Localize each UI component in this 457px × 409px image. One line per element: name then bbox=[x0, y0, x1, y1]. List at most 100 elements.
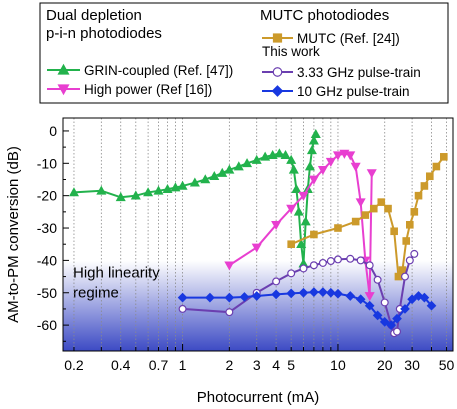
legend-heading-dual-line2: p-i-n photodiodes bbox=[46, 25, 162, 42]
data-point bbox=[189, 177, 200, 187]
data-point bbox=[318, 287, 328, 297]
data-point bbox=[406, 220, 414, 229]
data-point bbox=[419, 292, 430, 303]
data-point bbox=[239, 292, 250, 302]
data-point bbox=[162, 183, 173, 193]
legend-label: GRIN-coupled (Ref. [47]) bbox=[84, 63, 233, 78]
data-point bbox=[299, 264, 308, 273]
data-point bbox=[288, 164, 299, 174]
data-point bbox=[310, 230, 318, 239]
data-point bbox=[242, 158, 253, 168]
data-point bbox=[272, 33, 283, 43]
series-4 bbox=[177, 287, 437, 330]
legend-entry-4: 10 GHz pulse-train bbox=[262, 84, 410, 99]
data-point bbox=[326, 257, 335, 266]
data-point bbox=[369, 204, 378, 213]
y-tick-label: -60 bbox=[37, 317, 57, 333]
data-point bbox=[287, 269, 296, 278]
y-axis-label: AM-to-PM conversion (dB) bbox=[5, 146, 22, 323]
data-point bbox=[325, 157, 336, 167]
data-point bbox=[326, 287, 336, 298]
x-tick-label: 10 bbox=[330, 357, 346, 373]
series-1 bbox=[224, 149, 377, 302]
data-point bbox=[308, 135, 319, 145]
data-point bbox=[410, 208, 419, 216]
legend-entries: GRIN-coupled (Ref. [47]) High power (Ref … bbox=[47, 31, 421, 99]
data-point bbox=[170, 182, 181, 192]
legend-label: 3.33 GHz pulse-train bbox=[297, 65, 421, 80]
high-linearity-region bbox=[63, 260, 453, 351]
y-tick-label: -30 bbox=[37, 220, 57, 236]
legend-box bbox=[39, 2, 449, 104]
data-point bbox=[224, 292, 235, 303]
data-point bbox=[380, 298, 389, 307]
data-point bbox=[440, 153, 448, 161]
data-point bbox=[414, 191, 423, 200]
data-point bbox=[177, 180, 188, 190]
plot-frame bbox=[62, 117, 454, 352]
x-tick-label: 2 bbox=[225, 357, 233, 373]
data-point bbox=[432, 162, 441, 171]
data-point bbox=[280, 149, 291, 160]
data-point bbox=[426, 300, 437, 311]
y-axis: 0 -10 -20 -30 -40 -50 -60 bbox=[37, 123, 69, 342]
data-point bbox=[398, 266, 407, 274]
data-point bbox=[225, 308, 234, 317]
data-point bbox=[271, 220, 282, 231]
x-tick-label: 50 bbox=[439, 357, 455, 373]
data-point bbox=[345, 151, 356, 161]
data-point bbox=[386, 320, 397, 330]
data-point bbox=[177, 292, 188, 303]
data-point bbox=[351, 217, 360, 226]
data-point bbox=[217, 167, 228, 177]
data-point bbox=[293, 206, 304, 216]
data-point bbox=[296, 238, 307, 249]
data-point bbox=[355, 198, 366, 208]
data-point bbox=[346, 254, 355, 263]
legend-entry-0: GRIN-coupled (Ref. [47]) bbox=[47, 63, 233, 78]
data-point bbox=[394, 272, 403, 281]
y-tick-label: 0 bbox=[49, 123, 57, 139]
data-point bbox=[298, 287, 309, 298]
data-point bbox=[310, 128, 321, 138]
data-point bbox=[178, 304, 187, 313]
x-tick-label: 5 bbox=[287, 357, 295, 373]
x-tick-label: 0.7 bbox=[149, 357, 169, 373]
data-point bbox=[68, 187, 79, 197]
data-point bbox=[332, 151, 343, 161]
x-axis: 0.2 0.4 0.7 1 2 3 4 5 10 20 30 50 bbox=[64, 344, 455, 373]
data-point bbox=[200, 174, 211, 184]
data-point bbox=[393, 327, 402, 336]
data-point bbox=[379, 317, 390, 327]
data-point bbox=[372, 310, 383, 321]
data-point bbox=[233, 161, 244, 171]
data-point bbox=[364, 292, 375, 302]
data-point bbox=[384, 204, 392, 213]
legend-entry-2: MUTC (Ref. [24]) bbox=[262, 31, 400, 46]
data-point bbox=[420, 182, 429, 190]
data-point bbox=[345, 291, 356, 301]
x-tick-label: 0.4 bbox=[111, 357, 131, 373]
data-point bbox=[306, 145, 317, 155]
data-point bbox=[309, 287, 319, 297]
legend-entry-3: 3.33 GHz pulse-train bbox=[262, 65, 421, 80]
data-point bbox=[260, 151, 271, 161]
legend-label: High power (Ref [16]) bbox=[84, 82, 212, 97]
data-point bbox=[334, 224, 342, 232]
region-label-line2: regime bbox=[73, 284, 119, 301]
data-point bbox=[364, 300, 375, 311]
data-point bbox=[287, 240, 295, 249]
data-point bbox=[402, 237, 411, 245]
data-point bbox=[361, 211, 370, 219]
data-point bbox=[405, 256, 414, 265]
legend-heading-mutc: MUTC photodiodes bbox=[260, 7, 389, 24]
y-tick-label: -50 bbox=[37, 285, 57, 301]
x-tick-label: 1 bbox=[179, 357, 187, 373]
data-point bbox=[300, 216, 311, 226]
data-point bbox=[205, 292, 215, 303]
data-point bbox=[153, 185, 164, 195]
data-point bbox=[309, 261, 318, 270]
data-point bbox=[251, 291, 262, 301]
legend-entry-1: High power (Ref [16]) bbox=[47, 82, 212, 97]
